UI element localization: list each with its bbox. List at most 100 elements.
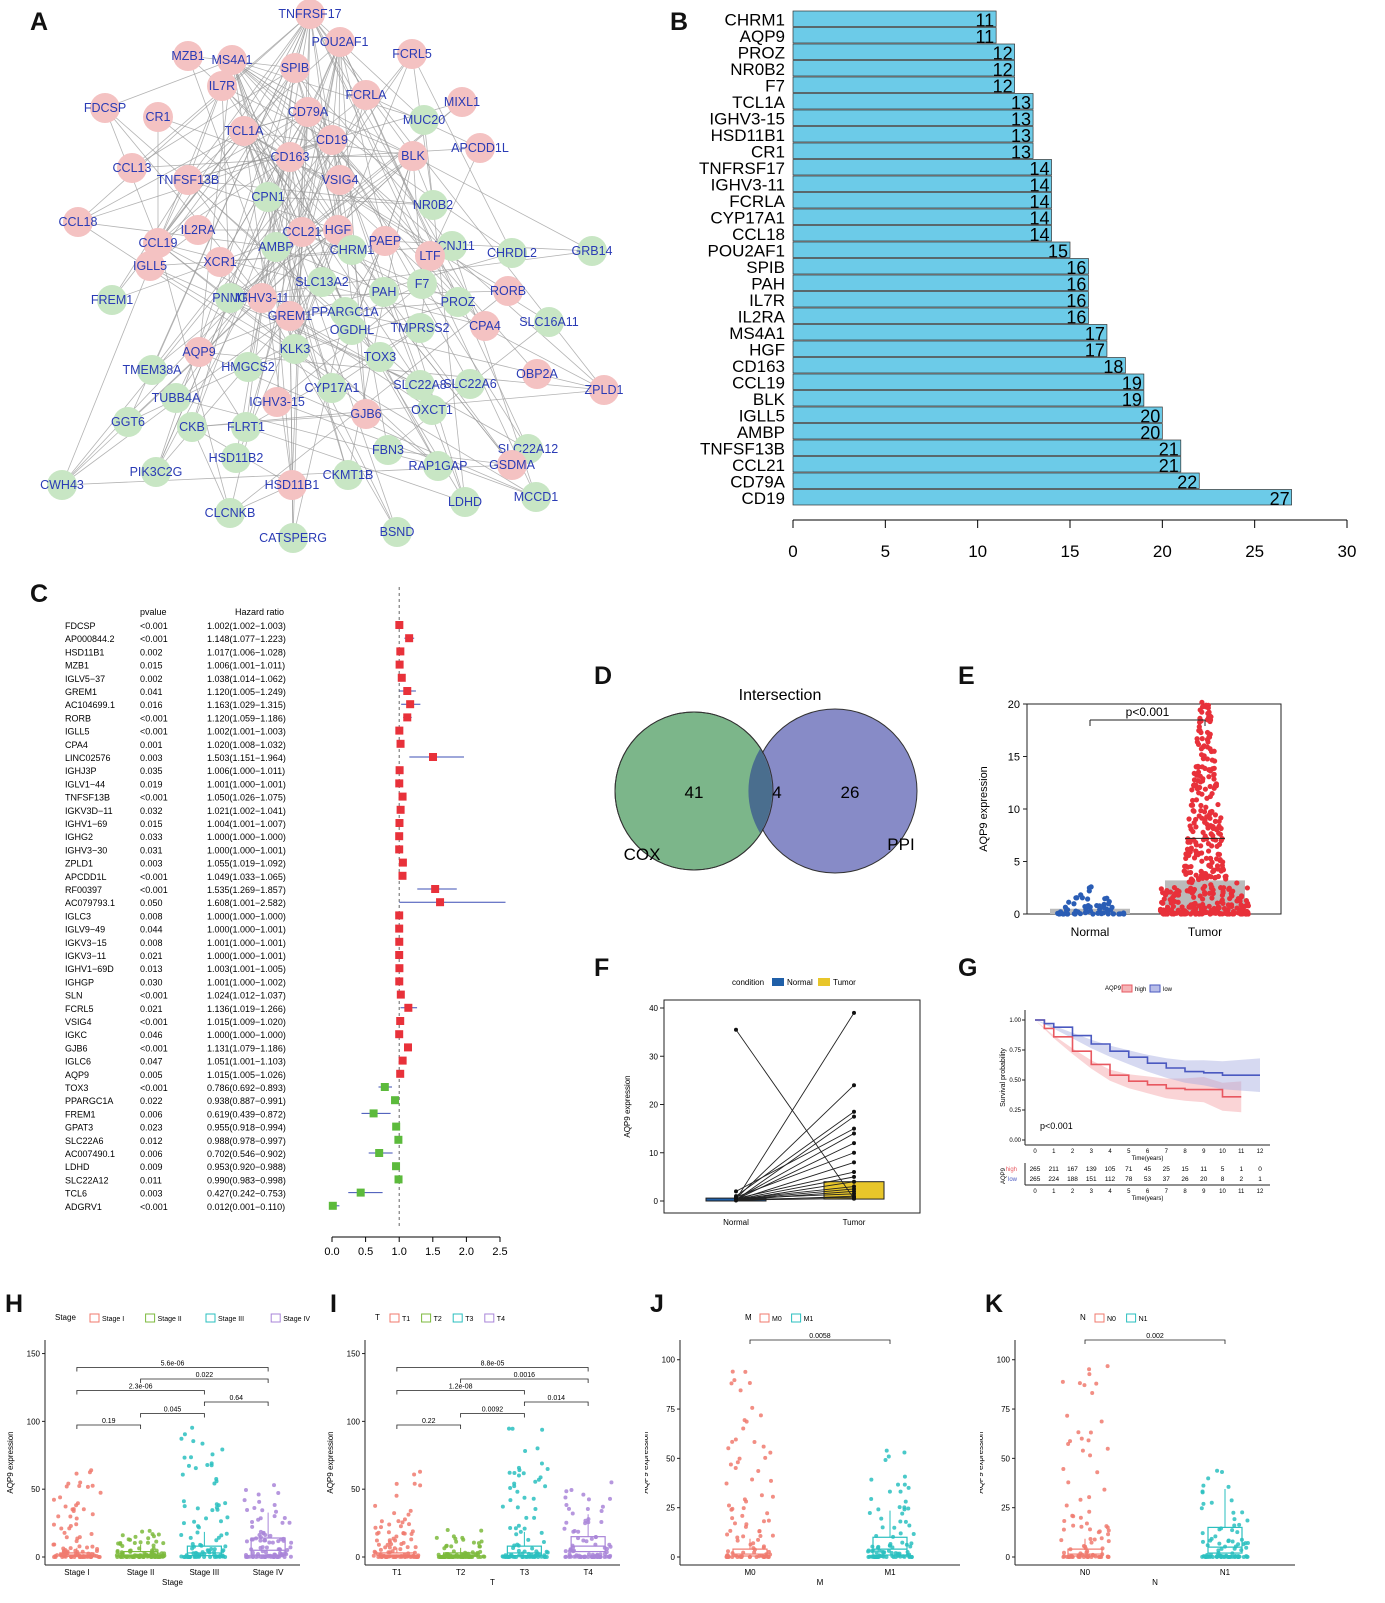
data-point [1217,1541,1222,1546]
forest-pvalue: <0.001 [140,872,168,882]
x-tick-label: 30 [1338,542,1357,561]
data-point [752,1440,757,1445]
data-point [151,1543,156,1548]
data-point [1230,1539,1235,1544]
data-point [733,1466,738,1471]
data-point [730,1439,735,1444]
network-edge [289,301,459,317]
forest-hr-text: 0.953(0.920−0.988) [207,1162,286,1172]
network-node [450,487,480,517]
data-point [131,1554,136,1559]
data-point [258,1554,263,1559]
tumor-point [1209,808,1215,815]
data-point [903,1519,908,1524]
data-point [1085,1549,1090,1554]
data-point [516,1473,521,1478]
network-edge [243,130,339,231]
forest-point [395,911,404,920]
data-point [258,1538,263,1543]
data-point [759,1493,764,1498]
box [872,1536,908,1556]
network-edge [104,59,233,109]
pvalue-label: p<0.001 [1040,1121,1073,1131]
forest-hr-text: 1.002(1.001−1.003) [207,727,286,737]
data-point [516,1523,521,1528]
forest-gene-label: SLC22A6 [65,1136,104,1146]
data-point [376,1542,381,1547]
forest-point [395,845,404,854]
x-tick-label: T2 [456,1568,466,1577]
forest-hr-text: 0.702(0.546−0.902) [207,1149,286,1159]
data-point [289,1540,294,1545]
forest-pvalue: 0.046 [140,1030,163,1040]
network-node-label: BLK [401,149,425,163]
data-point [267,1540,272,1545]
risk-count-high: 25 [1163,1166,1171,1173]
comparison-pvalue: 8.8e-05 [481,1361,505,1368]
forest-gene-label: IGKV3D−11 [65,806,113,816]
y-tick-label: 0 [671,1553,676,1562]
network-node [577,236,607,266]
data-point [250,1520,255,1525]
data-point [94,1549,99,1554]
pair-point [734,1198,738,1203]
data-point [270,1540,275,1545]
data-point [1066,1480,1071,1485]
data-point [1089,1540,1094,1545]
data-point [387,1545,392,1550]
data-point [584,1539,589,1544]
forest-pvalue: <0.001 [140,1017,168,1027]
forest-point [396,990,405,999]
y-tick-label: 150 [347,1350,361,1359]
comparison-bracket [140,1378,269,1383]
data-point [1244,1554,1249,1559]
data-point [566,1506,571,1511]
network-edge [429,147,481,257]
data-point [1239,1548,1244,1553]
data-point [200,1441,205,1446]
network-node [382,517,412,547]
data-point [179,1436,184,1441]
normal-point [1071,901,1077,907]
data-point [1061,1467,1066,1472]
data-point [209,1461,214,1466]
tumor-point [1183,911,1189,917]
forest-hr-text: 1.000(1.000−1.001) [207,845,286,855]
network-node-label: IGLL5 [133,259,167,273]
network-node-label: MIXL1 [444,95,480,109]
network-node-label: CD79A [288,105,329,119]
risk-count-low: 2 [1239,1176,1243,1183]
network-node [415,241,445,271]
data-point [471,1540,476,1545]
data-point [90,1544,95,1549]
tumor-point [1200,875,1206,881]
bar [792,126,1034,143]
tumor-point [1170,894,1176,900]
data-point [180,1472,185,1477]
pair-point [852,1109,856,1114]
network-edge [157,116,303,233]
box [732,1548,768,1557]
data-point [373,1550,378,1555]
data-point [1244,1545,1249,1550]
risk-x-tick-label: 3 [1090,1189,1094,1195]
network-node [521,482,551,512]
network-edge [351,329,538,375]
data-point [193,1466,198,1471]
forest-col-header-hr: Hazard ratio [235,607,284,617]
tumor-point [1219,862,1225,869]
forest-gene-label: RORB [65,713,91,723]
network-node-label: NR0B2 [413,198,453,212]
risk-x-tick-label: 2 [1071,1189,1075,1195]
network-node-label: TCL1A [225,124,265,138]
pair-point [734,1027,738,1032]
network-node [143,228,173,258]
data-point [379,1519,384,1524]
data-point [68,1523,73,1528]
data-point [387,1522,392,1527]
forest-pvalue: 0.035 [140,766,163,776]
data-point [256,1517,261,1522]
data-point [900,1540,905,1545]
x-tick-label: 15 [1061,542,1080,561]
network-node [280,53,310,83]
